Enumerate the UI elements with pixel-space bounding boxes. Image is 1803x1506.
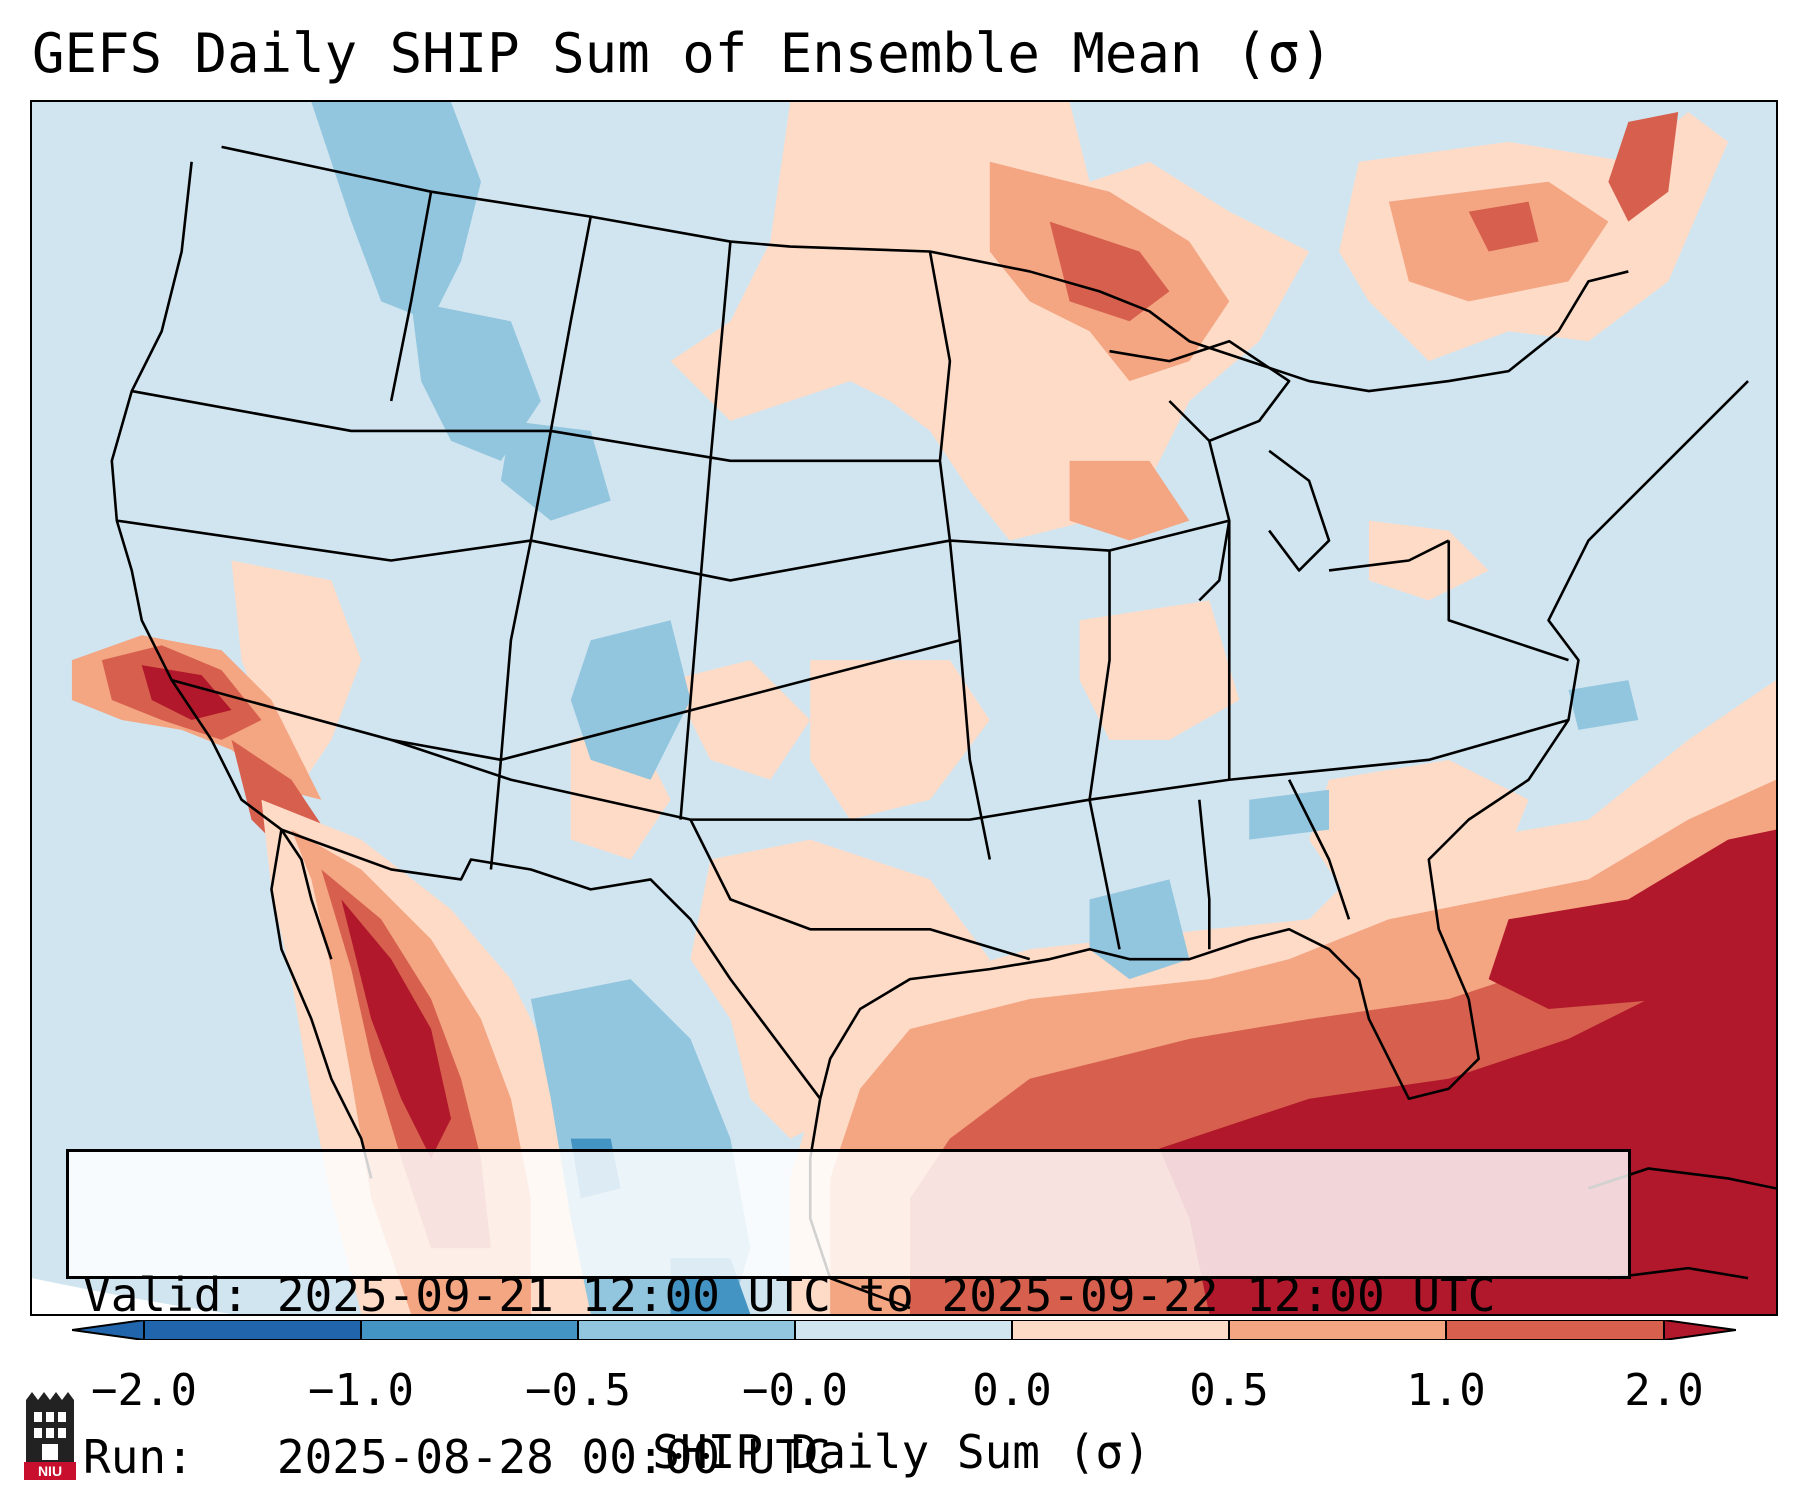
colorbar-extend-low <box>72 1320 144 1340</box>
tick-label: 1.0 <box>1406 1365 1486 1416</box>
run-value: 2025-08-28 00:00 UTC <box>276 1430 831 1484</box>
colorbar <box>72 1320 1736 1340</box>
colorbar-segment-2 <box>361 1320 578 1340</box>
run-label: Run: <box>83 1430 194 1484</box>
map-canvas <box>32 102 1776 1314</box>
logo-text: NIU <box>38 1463 62 1479</box>
colorbar-segment-5 <box>1012 1320 1229 1340</box>
valid-value: 2025-09-21 12:00 UTC to 2025-09-22 12:00… <box>276 1268 1496 1322</box>
colorbar-label: SHIP Daily Sum (σ) <box>652 1425 1151 1479</box>
valid-run-info-box: Valid: 2025-09-21 12:00 UTC to 2025-09-2… <box>66 1149 1631 1484</box>
tick-label: −2.0 <box>91 1365 197 1416</box>
valid-label: Valid: <box>83 1268 250 1322</box>
colorbar-segment-4 <box>795 1320 1012 1340</box>
chart-title: GEFS Daily SHIP Sum of Ensemble Mean (σ) <box>32 22 1333 85</box>
map-panel <box>30 100 1778 1316</box>
colorbar-segment-6 <box>1229 1320 1446 1340</box>
tick-label: 0.0 <box>972 1365 1052 1416</box>
valid-row: Valid: 2025-09-21 12:00 UTC to 2025-09-2… <box>83 1268 1614 1322</box>
colorbar-segment-1 <box>144 1320 361 1340</box>
colorbar-segment-7 <box>1446 1320 1664 1340</box>
colorbar-extend-high <box>1664 1320 1736 1340</box>
tick-label: −1.0 <box>308 1365 414 1416</box>
tick-label: 2.0 <box>1624 1365 1704 1416</box>
run-row: Run: 2025-08-28 00:00 UTC <box>83 1430 1614 1484</box>
colorbar-tick-labels: −2.0 −1.0 −0.5 −0.0 0.0 0.5 1.0 2.0 <box>0 1365 1803 1416</box>
tick-label: −0.5 <box>525 1365 631 1416</box>
tick-label: 0.5 <box>1189 1365 1269 1416</box>
northwest-cool <box>311 102 481 322</box>
colorbar-segment-3 <box>578 1320 795 1340</box>
tick-label: −0.0 <box>742 1365 848 1416</box>
niu-logo: NIU <box>24 1392 76 1480</box>
